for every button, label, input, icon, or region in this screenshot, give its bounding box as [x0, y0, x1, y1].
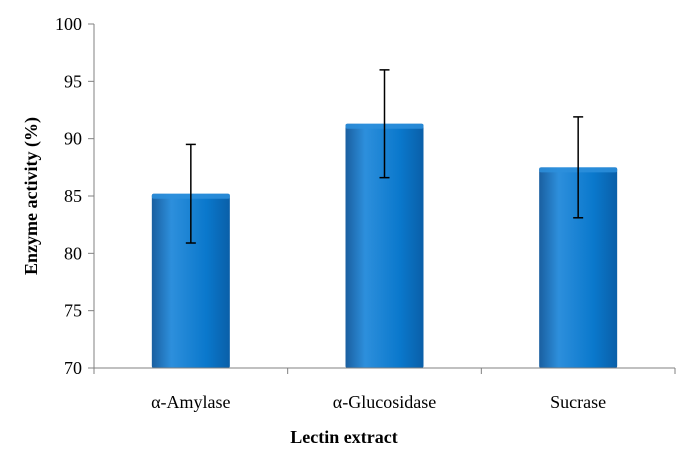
bar-2 [539, 167, 618, 368]
y-tick-label: 75 [64, 301, 82, 321]
x-tick-label: Sucrase [550, 392, 606, 412]
y-tick-label: 100 [55, 14, 82, 34]
error-bar-1 [379, 69, 390, 179]
x-axis: α-Amylase α-Glucosidase Sucrase [93, 367, 676, 412]
plot-area [151, 69, 618, 368]
y-tick-label: 95 [64, 71, 82, 91]
x-tick-label: α-Glucosidase [333, 392, 436, 412]
bar-1 [345, 123, 424, 368]
x-axis-title: Lectin extract [290, 427, 397, 447]
bar-0 [151, 193, 230, 368]
x-tick-label: α-Amylase [151, 392, 230, 412]
y-axis-title: Enzyme activity (%) [21, 117, 42, 275]
error-bar-0 [185, 143, 196, 244]
y-tick-label: 85 [64, 186, 82, 206]
error-bar-2 [573, 116, 584, 219]
y-axis: 70 75 80 85 90 95 100 [55, 14, 95, 378]
y-tick-label: 90 [64, 129, 82, 149]
y-tick-label: 80 [64, 243, 82, 263]
y-tick-label: 70 [64, 358, 82, 378]
